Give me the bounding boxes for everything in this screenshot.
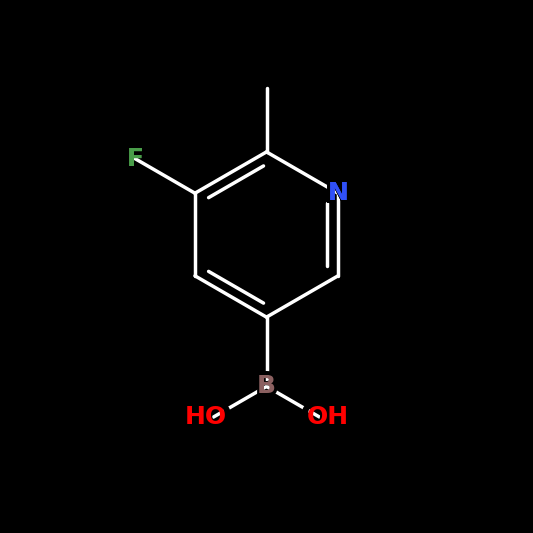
Text: F: F: [126, 147, 143, 171]
Text: N: N: [324, 177, 352, 209]
Text: F: F: [124, 142, 147, 175]
Text: F: F: [126, 147, 143, 171]
Text: N: N: [328, 181, 349, 205]
Text: F: F: [124, 142, 147, 175]
Text: N: N: [328, 181, 349, 205]
Text: HO: HO: [177, 401, 233, 433]
Text: N: N: [324, 177, 352, 209]
Text: B: B: [254, 370, 279, 403]
Text: HO: HO: [184, 405, 227, 429]
Text: OH: OH: [306, 405, 349, 429]
Text: OH: OH: [300, 401, 356, 433]
Text: B: B: [257, 374, 276, 399]
